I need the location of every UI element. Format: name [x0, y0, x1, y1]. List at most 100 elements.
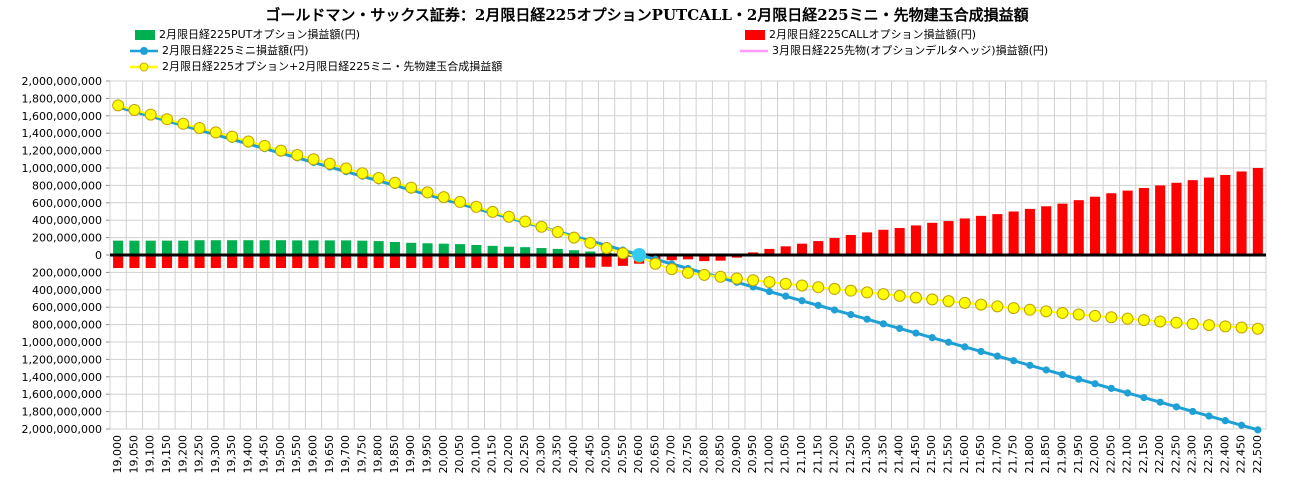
x-tick-label: 21,800	[1023, 435, 1036, 474]
x-tick-label: 22,450	[1235, 435, 1248, 474]
call-bar	[780, 246, 791, 255]
x-tick-label: 19,850	[388, 435, 401, 474]
call-bar	[1252, 168, 1263, 255]
combined-point	[470, 200, 483, 213]
y-tick-label: 800,000,000	[32, 179, 102, 192]
combined-point	[568, 231, 581, 244]
put-bar	[145, 240, 156, 255]
combined-point	[1219, 320, 1232, 333]
put-bar	[113, 240, 124, 255]
x-tick-label: 19,050	[127, 435, 140, 474]
call-bar	[520, 255, 531, 269]
call-bar	[715, 255, 726, 261]
combined-point	[763, 275, 776, 288]
put-bar	[471, 244, 482, 255]
x-tick-label: 19,450	[258, 435, 271, 474]
x-tick-label: 22,350	[1202, 435, 1215, 474]
y-tick-label: 200,000,000	[32, 232, 102, 245]
call-bar	[1089, 196, 1101, 255]
call-bar	[243, 255, 254, 269]
combined-point	[942, 295, 955, 308]
combined-point	[226, 130, 239, 143]
mini-point	[1140, 393, 1148, 402]
x-tick-label: 19,100	[144, 435, 157, 474]
put-bar	[308, 240, 319, 255]
x-tick-label: 22,250	[1169, 435, 1182, 474]
call-bar	[1236, 171, 1247, 255]
combined-point	[405, 181, 418, 194]
x-tick-label: 19,550	[290, 435, 303, 474]
call-bar	[1138, 188, 1149, 255]
mini-point	[879, 320, 887, 328]
legend-put-label: 2月限日経225PUTオプション損益額(円)	[159, 28, 360, 41]
x-tick-label: 20,000	[437, 435, 450, 474]
mini-point	[944, 338, 953, 346]
call-bar	[1057, 203, 1068, 255]
call-bar	[845, 234, 856, 255]
combined-point	[877, 288, 890, 301]
put-bar	[210, 240, 221, 255]
combined-point	[1154, 315, 1167, 328]
y-tick-label: 1,200,000,000	[22, 145, 102, 158]
y-tick-label: 0	[95, 249, 102, 262]
y-tick-label: 1,400,000,000	[22, 371, 102, 384]
x-tick-label: 21,900	[1055, 435, 1068, 474]
call-bar	[536, 255, 547, 269]
call-bar	[161, 255, 173, 269]
x-tick-label: 22,050	[1104, 435, 1117, 474]
combined-point	[340, 162, 353, 175]
combined-point	[1089, 309, 1102, 322]
combined-point	[1137, 314, 1150, 327]
mini-point	[798, 297, 806, 305]
combined-point	[323, 157, 336, 170]
mini-point	[912, 329, 920, 337]
call-bar	[145, 255, 156, 269]
call-bar	[699, 255, 710, 262]
x-tick-label: 20,700	[665, 435, 678, 474]
mini-point	[993, 352, 1001, 360]
combined-point	[356, 167, 369, 180]
call-bar	[568, 255, 580, 269]
mini-point	[1124, 389, 1132, 397]
call-bar	[113, 255, 124, 269]
combined-point	[1007, 302, 1020, 315]
combined-point	[112, 99, 125, 112]
x-tick-label: 21,050	[779, 435, 792, 474]
legend-mini-swatch	[130, 47, 158, 55]
x-tick-label: 20,200	[502, 435, 515, 474]
call-bar	[796, 243, 808, 255]
combined-point	[1235, 321, 1248, 334]
call-bar	[455, 255, 466, 269]
mini-point	[1156, 398, 1164, 406]
call-bar	[292, 255, 303, 269]
put-bar	[438, 243, 449, 255]
mini-point	[1010, 357, 1018, 365]
call-bar	[503, 255, 514, 269]
x-tick-label: 22,400	[1218, 435, 1231, 474]
put-bar	[568, 250, 580, 255]
x-tick-label: 20,800	[697, 435, 710, 474]
y-tick-label: 1,400,000,000	[22, 127, 102, 140]
call-bar	[1122, 190, 1133, 255]
put-bar	[324, 240, 335, 255]
y-tick-label: 400,000,000	[32, 214, 102, 227]
combined-point	[486, 205, 499, 218]
x-tick-label: 19,250	[193, 435, 206, 474]
combined-point	[584, 236, 597, 249]
combined-point	[909, 291, 922, 304]
combined-point	[714, 270, 727, 283]
x-tick-label: 22,150	[1137, 435, 1150, 474]
combined-point	[258, 139, 271, 152]
combined-point	[926, 293, 939, 306]
mini-point	[1189, 407, 1197, 416]
call-bar	[764, 248, 775, 255]
combined-point	[698, 268, 711, 281]
x-tick-label: 19,900	[404, 435, 417, 474]
combined-point	[535, 220, 548, 233]
combined-point	[128, 103, 141, 116]
x-tick-label: 21,700	[990, 435, 1003, 474]
put-bar	[275, 240, 287, 255]
combined-point	[795, 279, 808, 292]
combined-point	[682, 266, 694, 279]
mini-point	[847, 310, 855, 319]
